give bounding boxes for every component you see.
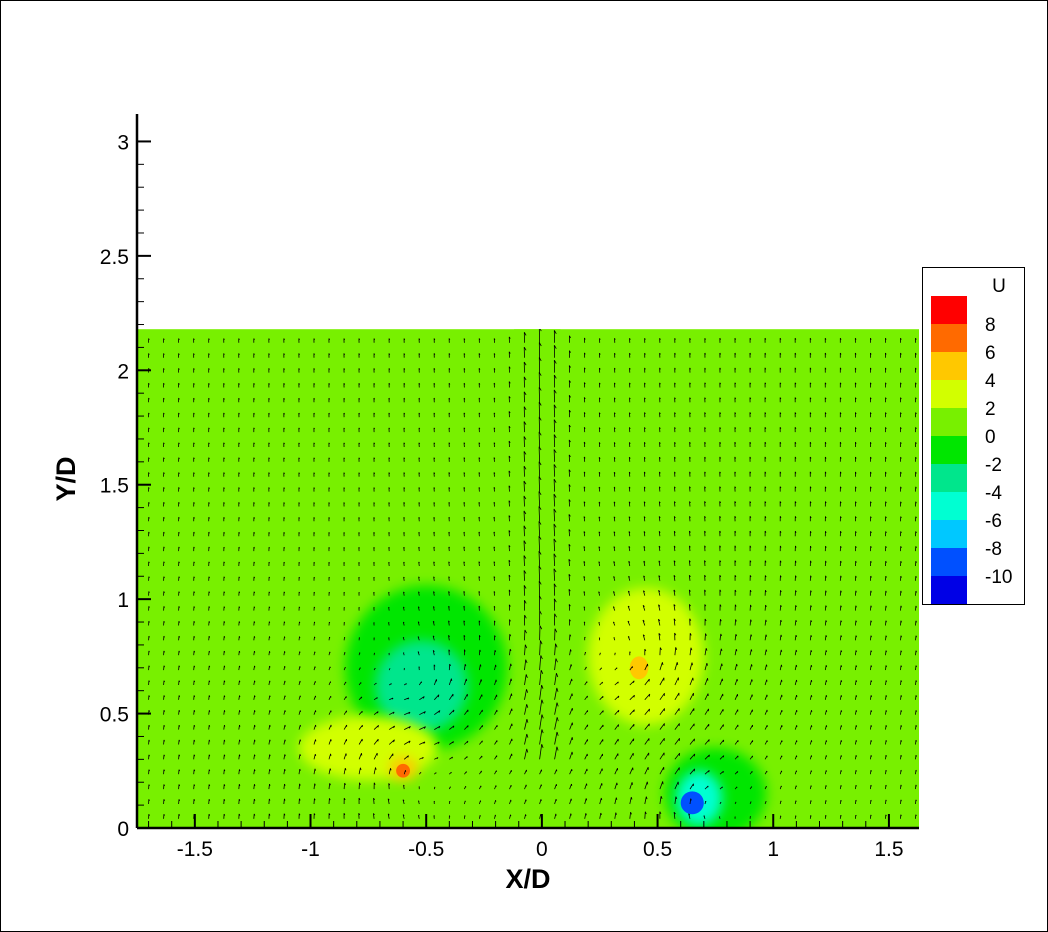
y-tick-label: 0: [117, 818, 129, 841]
y-tick-label: 2: [117, 360, 129, 383]
colorbar-title: U: [992, 276, 1006, 297]
x-tick-label: 0: [536, 838, 548, 861]
y-tick-label: 0.5: [100, 704, 129, 727]
y-tick-label: 1: [117, 589, 129, 612]
x-tick-label: -1.5: [177, 838, 213, 861]
x-tick-label: 0.5: [643, 838, 672, 861]
colorbar-label: -2: [985, 455, 1002, 476]
y-tick-label: 2.5: [100, 246, 129, 269]
y-tick-label: 3: [117, 131, 129, 154]
y-tick-label: 1.5: [100, 475, 129, 498]
negative-peak-right: [680, 791, 704, 815]
colorbar-swatch: [931, 352, 967, 380]
contour-field: [137, 329, 919, 828]
colorbar-label: -4: [985, 483, 1002, 504]
colorbar-swatch: [931, 296, 967, 324]
colorbar-swatch: [931, 324, 967, 352]
colorbar-label: 2: [985, 399, 996, 420]
band-zero-center: [437, 708, 658, 828]
positive-lobe-left: [298, 715, 438, 780]
colorbar-swatch: [931, 380, 967, 408]
colorbar-label: 0: [985, 427, 996, 448]
colorbar-label: 6: [985, 343, 996, 364]
y-axis-label: Y/D: [51, 456, 81, 501]
x-axis-label: X/D: [505, 864, 550, 894]
x-tick-label: 1: [767, 838, 779, 861]
axes: -1.5 -1 -0.5 0 0.5 1 1.5 0 0.5 1 1.5 2 2.5 3: [100, 114, 919, 861]
positive-core-left: [396, 763, 411, 778]
colorbar-legend: U 8 6 4 2 0 -2 -4 -6 -8 -10: [922, 267, 1025, 605]
vector-arrows: [148, 329, 917, 819]
colorbar-swatch: [931, 576, 967, 604]
colorbar-swatch: [931, 408, 967, 436]
colorbar-label: 4: [985, 371, 996, 392]
x-tick-label: -1: [301, 838, 320, 861]
x-tick-label: -0.5: [408, 838, 444, 861]
positive-peak-right: [629, 656, 649, 680]
colorbar-swatch: [931, 436, 967, 464]
colorbar-swatch: [931, 492, 967, 520]
band-jet-axis: [514, 329, 561, 577]
velocity-vectors: [148, 329, 917, 819]
positive-lobe-right: [588, 587, 704, 726]
x-tick-label: 1.5: [874, 838, 903, 861]
colorbar-swatch: [931, 464, 967, 492]
colorbar-swatch: [931, 548, 967, 576]
colorbar: U 8 6 4 2 0 -2 -4 -6 -8 -10: [931, 276, 1012, 604]
colorbar-label: 8: [985, 315, 996, 336]
negative-vortex-core: [375, 640, 468, 732]
colorbar-label: -8: [985, 539, 1002, 560]
colorbar-label: -10: [985, 567, 1012, 588]
colorbar-swatch: [931, 520, 967, 548]
colorbar-label: -6: [985, 511, 1002, 532]
